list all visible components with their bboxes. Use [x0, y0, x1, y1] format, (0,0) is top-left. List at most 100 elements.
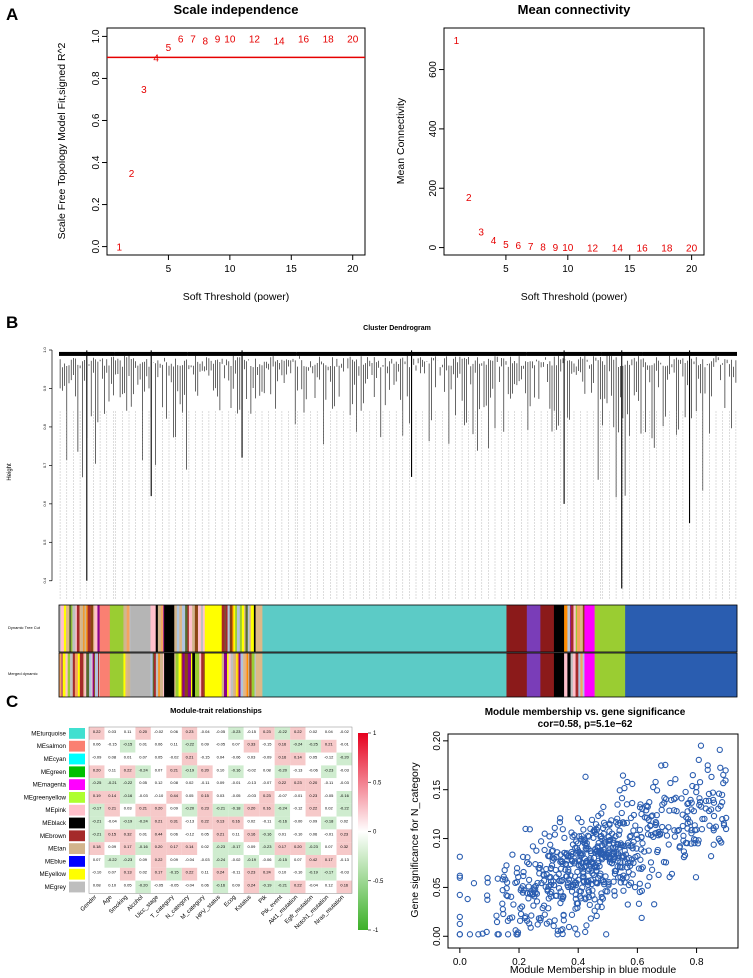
- module-color-band: [203, 653, 205, 697]
- heatmap-cell: [104, 765, 120, 779]
- data-point: [682, 839, 690, 847]
- module-color-band: [594, 653, 606, 697]
- module-color-band: [126, 605, 130, 652]
- data-point: [615, 831, 622, 838]
- heatmap-cell: [104, 727, 120, 740]
- heatmap-cell-value: 0.20: [93, 767, 102, 772]
- module-color-band: [255, 605, 263, 652]
- data-point: [546, 890, 554, 897]
- module-color-band: [160, 605, 163, 652]
- module-color-band: [91, 653, 93, 697]
- cluster-branches: [115, 355, 187, 470]
- data-point: [557, 865, 565, 872]
- data-point: [545, 883, 552, 890]
- heatmap-cell-value: 0.09: [170, 806, 179, 811]
- data-point: [524, 854, 531, 861]
- heatmap-cell: [89, 727, 105, 740]
- heatmap-cell: [290, 778, 306, 791]
- heatmap-cell-value: 0.15: [201, 793, 210, 798]
- heatmap-cell: [135, 842, 151, 855]
- heatmap-cell: [274, 791, 291, 804]
- data-point: [620, 853, 627, 860]
- data-point: [484, 896, 491, 903]
- data-point: [571, 858, 579, 865]
- heatmap-cell: [89, 778, 105, 791]
- heatmap-cell-value: 0.31: [170, 819, 179, 824]
- data-point: [583, 878, 591, 885]
- heatmap-cell-value: 0.32: [340, 844, 349, 849]
- data-point: [509, 851, 516, 858]
- heatmap-cell: [181, 791, 198, 804]
- heatmap-cell: [336, 803, 352, 817]
- data-point: [589, 892, 596, 899]
- x-tick-label: 15: [624, 264, 636, 275]
- module-color-band: [250, 653, 252, 697]
- data-point: [528, 912, 535, 919]
- legend-color-bar: [358, 733, 368, 930]
- data-point: [627, 814, 635, 822]
- data-point: [584, 832, 592, 839]
- module-color-band: [232, 605, 234, 652]
- heatmap-cell: [212, 727, 229, 740]
- module-color-band: [89, 653, 92, 697]
- data-point: [619, 772, 627, 779]
- module-color-band: [70, 653, 74, 697]
- data-point: [595, 875, 602, 882]
- heatmap-cell-value: -0.04: [200, 729, 210, 734]
- legend-tick-label: 1: [373, 731, 377, 737]
- heatmap-cell-value: 0.01: [139, 831, 148, 836]
- data-point: [723, 814, 730, 822]
- module-label: MEmagenta: [33, 782, 67, 789]
- data-point: [708, 773, 715, 781]
- color-track-frame: [58, 652, 738, 698]
- module-color-band: [240, 653, 244, 697]
- module-color-band: [176, 605, 180, 652]
- module-color-band: [74, 653, 78, 697]
- module-swatch: [69, 804, 85, 816]
- module-color-band: [566, 605, 568, 652]
- heatmap-cell-value: 0.01: [278, 831, 287, 836]
- heatmap-cell-value: -0.12: [185, 831, 195, 836]
- module-color-band: [155, 605, 159, 652]
- heatmap-cell: [305, 739, 322, 753]
- heatmap-cell-value: -0.05: [154, 883, 164, 888]
- data-point: [568, 911, 576, 918]
- heatmap-cell-value: 0.07: [139, 755, 148, 760]
- membership-significance-chart: Module membership vs. gene significance …: [409, 707, 739, 976]
- data-point: [554, 931, 561, 938]
- data-point-label: 9: [215, 35, 221, 46]
- data-point-label: 10: [224, 35, 236, 46]
- heatmap-cell: [305, 829, 322, 843]
- data-point: [556, 818, 564, 826]
- data-point: [662, 761, 669, 769]
- heatmap-cell-value: -0.04: [309, 883, 319, 888]
- data-point: [523, 889, 531, 897]
- data-point: [506, 915, 513, 922]
- heatmap-cell: [197, 803, 213, 817]
- data-point: [712, 823, 720, 830]
- heatmap-cell-value: 0.07: [155, 767, 164, 772]
- module-color-band: [572, 653, 576, 697]
- module-color-band: [93, 653, 96, 697]
- heatmap-cell-value: -0.21: [108, 780, 118, 785]
- y-tick-label: 0.4: [42, 577, 47, 583]
- data-point: [567, 861, 574, 868]
- module-color-band: [237, 605, 241, 652]
- heatmap-cell-value: -0.15: [262, 742, 272, 747]
- data-point: [658, 762, 665, 769]
- heatmap-cell-value: -0.23: [216, 844, 226, 849]
- heatmap-cell: [104, 739, 120, 753]
- heatmap-cell: [119, 842, 136, 855]
- legend-tick-label: 0: [373, 830, 377, 836]
- heatmap-cell-value: 0.24: [248, 883, 257, 888]
- module-color-band: [188, 605, 193, 652]
- data-point: [662, 796, 670, 803]
- data-point: [637, 856, 644, 863]
- module-color-band: [319, 605, 507, 652]
- data-point: [629, 780, 636, 788]
- data-point: [551, 824, 558, 832]
- heatmap-cell: [321, 880, 337, 894]
- data-point: [601, 837, 609, 844]
- data-point: [456, 891, 463, 899]
- heatmap-cell-value: -0.20: [340, 755, 350, 760]
